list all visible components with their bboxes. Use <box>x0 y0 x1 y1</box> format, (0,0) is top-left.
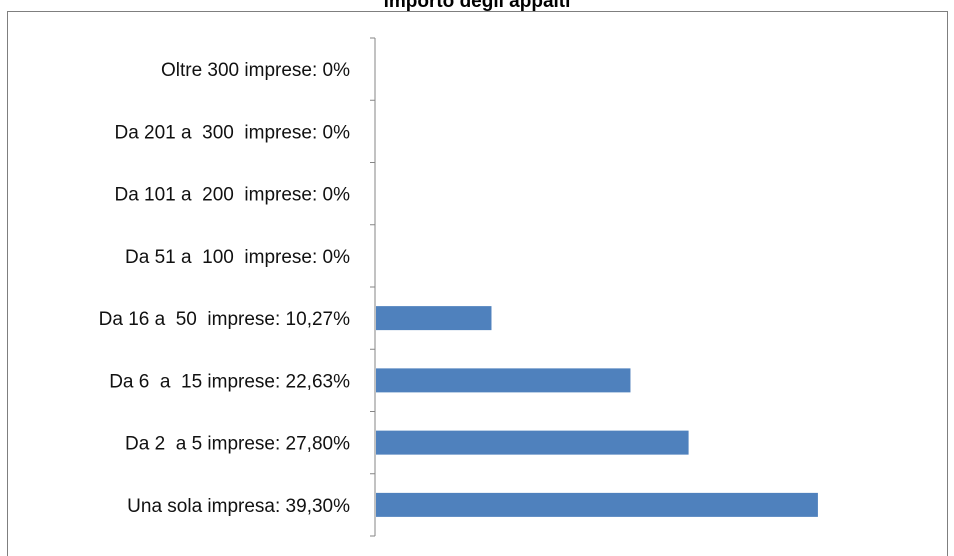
category-label: Oltre 300 imprese: 0% <box>161 60 350 81</box>
category-label: Una sola impresa: 39,30% <box>127 496 350 517</box>
chart-frame <box>7 11 948 556</box>
bar <box>376 492 818 517</box>
bars-group <box>376 306 818 517</box>
bar <box>376 306 492 331</box>
category-labels-group: Una sola impresa: 39,30% Da 2 a 5 imprese… <box>99 60 350 517</box>
category-label: Da 2 a 5 imprese: 27,80% <box>125 434 350 455</box>
chart-title: importo degli appalti <box>383 0 571 12</box>
category-label: Da 201 a 300 imprese: 0% <box>114 122 350 143</box>
bar <box>376 430 689 455</box>
category-label: Da 6 a 15 imprese: 22,63% <box>109 371 350 392</box>
category-label: Da 51 a 100 imprese: 0% <box>125 247 350 268</box>
category-label: Da 101 a 200 imprese: 0% <box>114 185 350 206</box>
category-label: Da 16 a 50 imprese: 10,27% <box>99 309 350 330</box>
bar <box>376 368 631 393</box>
category-axis-ticks <box>370 37 375 537</box>
